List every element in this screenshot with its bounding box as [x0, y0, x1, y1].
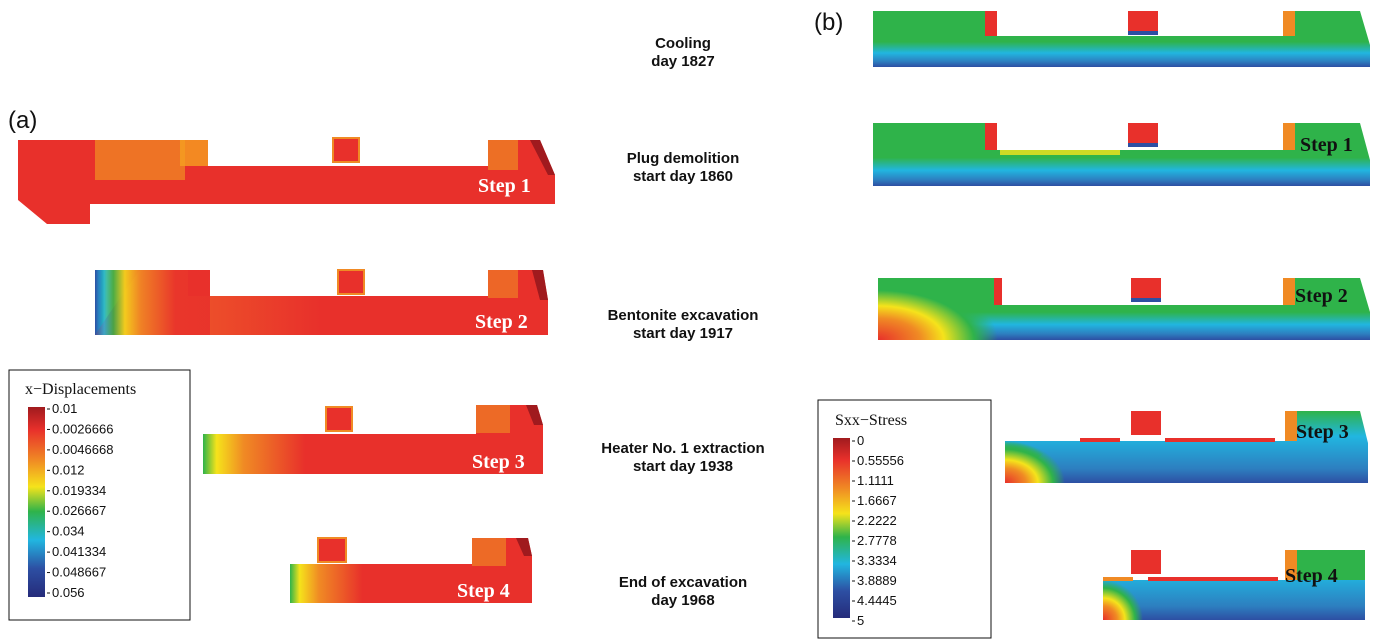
- panel-b-step1-label: Step 1: [1300, 134, 1353, 156]
- stage-label-line1: Cooling: [655, 35, 711, 52]
- panel-b-step4-label: Step 4: [1285, 565, 1338, 587]
- stage-label-line2: start day 1938: [633, 458, 733, 475]
- panel-b-step1-model: Step 1: [873, 123, 1370, 186]
- legend-b-value: 4.4445: [857, 593, 897, 608]
- panel-a-step3-model: Step 3: [203, 405, 543, 474]
- legend-a-value: 0.034: [52, 524, 85, 539]
- legend-a-value: 0.0026666: [52, 421, 113, 436]
- panel-b-step2-label: Step 2: [1295, 285, 1348, 307]
- legend-b-value: 5: [857, 613, 864, 628]
- panel-a-step1-model: Step 1: [18, 137, 555, 224]
- panel-a-label: (a): [8, 107, 37, 134]
- legend-a-value: 0.041334: [52, 544, 106, 559]
- panel-a-step4-model: Step 4: [290, 537, 532, 603]
- panel-b-cooling-model: [873, 11, 1370, 67]
- panel-b-step3-model: Step 3: [1005, 411, 1368, 483]
- legend-a-value: 0.048667: [52, 565, 106, 580]
- panel-a-step2-model: Step 2: [95, 269, 548, 335]
- legend-a-title: x−Displacements: [25, 381, 136, 398]
- panel-a-step4-label: Step 4: [457, 580, 510, 602]
- stage-label-line1: Plug demolition: [627, 150, 740, 167]
- panel-b-step3-label: Step 3: [1296, 421, 1349, 443]
- legend-a-value: 0.019334: [52, 483, 106, 498]
- legend-a-value: 0.01: [52, 401, 77, 416]
- panel-a-step1-label: Step 1: [478, 175, 531, 197]
- legend-b-title: Sxx−Stress: [835, 412, 907, 429]
- stage-label-line2: day 1968: [651, 592, 714, 609]
- panel-b-step4-model: Step 4: [1103, 550, 1365, 620]
- panel-b-step2-model: Step 2: [878, 278, 1370, 340]
- legend-b: Sxx−Stress 0 0.55556 1.1111 1.6667 2.2222 2.7…: [817, 399, 992, 639]
- legend-b-value: 0: [857, 433, 864, 448]
- legend-a-value: 0.026667: [52, 503, 106, 518]
- stage-label-line1: Heater No. 1 extraction: [601, 440, 764, 457]
- legend-b-value: 3.8889: [857, 573, 897, 588]
- legend-b-value: 2.2222: [857, 513, 897, 528]
- stage-label-line1: End of excavation: [619, 574, 747, 591]
- stage-label-line1: Bentonite excavation: [608, 307, 759, 324]
- panel-b-label: (b): [814, 9, 843, 36]
- stage-label-line2: day 1827: [651, 53, 714, 70]
- legend-a-colorbar: [28, 407, 45, 597]
- stage-label-line2: start day 1860: [633, 168, 733, 185]
- legend-b-value: 3.3334: [857, 553, 897, 568]
- legend-b-value: 0.55556: [857, 453, 904, 468]
- legend-a-value: 0.056: [52, 585, 85, 600]
- legend-a: x−Displacements 0.01 0.0026666 0.0046668 0.…: [8, 369, 191, 621]
- legend-b-colorbar: [833, 438, 850, 618]
- stage-label-line2: start day 1917: [633, 325, 733, 342]
- legend-b-value: 1.1111: [857, 473, 894, 488]
- legend-a-value: 0.012: [52, 462, 85, 477]
- panel-a-step3-label: Step 3: [472, 451, 525, 473]
- legend-a-value: 0.0046668: [52, 442, 113, 457]
- panel-a-step2-label: Step 2: [475, 311, 528, 333]
- legend-b-value: 1.6667: [857, 493, 897, 508]
- legend-b-value: 2.7778: [857, 533, 897, 548]
